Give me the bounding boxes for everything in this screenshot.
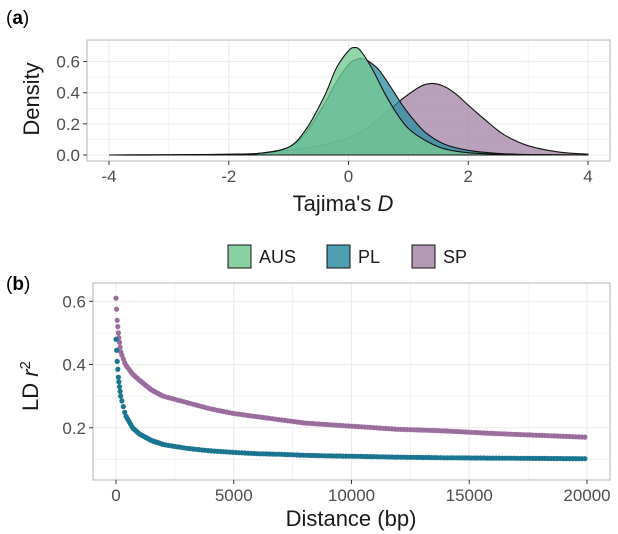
ld-point-pl	[115, 366, 121, 372]
ld-x-ticks: 0 5000 10000 15000 20000	[111, 480, 611, 505]
ld-y-tick-label: 0.2	[62, 419, 86, 438]
ld-y-axis-title: LD r2	[17, 361, 43, 411]
ld-x-tick-label: 0	[111, 486, 120, 505]
legend: AUS PL SP	[227, 244, 467, 269]
ld-point-sp	[114, 317, 120, 323]
ld-x-tick-label: 5000	[215, 486, 253, 505]
ld-point-pl	[119, 398, 125, 404]
density-x-tick-label: 2	[464, 167, 473, 186]
density-y-tick-label: 0.4	[56, 84, 80, 103]
ld-decay-panel: 0 5000 10000 15000 20000 0.2 0.4 0.6	[62, 282, 611, 505]
density-plot-panel: -4 -2 0 2 4 0.0 0.2 0.4 0.6	[56, 39, 611, 186]
ld-point-pl	[116, 384, 123, 390]
density-y-tick-label: 0.2	[56, 115, 80, 134]
ld-points	[113, 295, 588, 462]
density-x-axis-title: Tajima's D	[293, 191, 394, 216]
ld-point-sp	[114, 306, 120, 312]
density-areas	[108, 47, 589, 156]
ld-point-sp	[582, 434, 588, 440]
density-y-ticks: 0.0 0.2 0.4 0.6	[56, 53, 87, 165]
density-x-tick-label: -4	[101, 167, 116, 186]
ld-point-pl	[117, 388, 123, 394]
density-x-tick-label: 0	[344, 167, 353, 186]
ld-point-sp	[115, 330, 121, 336]
ld-point-sp	[115, 324, 121, 330]
ld-x-tick-label: 10000	[328, 486, 375, 505]
ld-point-sp	[116, 339, 123, 345]
density-x-tick-label: 4	[583, 167, 592, 186]
ld-point-sp	[117, 344, 123, 350]
ld-point-pl	[114, 347, 120, 353]
ld-point-pl	[582, 456, 588, 462]
legend-key-pl	[326, 244, 351, 269]
ld-point-pl	[118, 393, 124, 399]
density-x-tick-label: -2	[221, 167, 236, 186]
ld-point-pl	[115, 374, 121, 380]
ld-x-tick-label: 20000	[563, 486, 610, 505]
ld-y-tick-label: 0.4	[62, 356, 86, 375]
panel-a-label: (a)	[6, 8, 29, 29]
legend-label-aus: AUS	[259, 247, 296, 267]
ld-point-pl	[113, 336, 119, 342]
legend-label-sp: SP	[443, 247, 467, 267]
ld-point-sp	[113, 295, 119, 301]
density-y-tick-label: 0.0	[56, 146, 80, 165]
density-x-ticks: -4 -2 0 2 4	[101, 161, 593, 186]
legend-label-pl: PL	[358, 247, 380, 267]
density-area-aus	[108, 47, 589, 156]
ld-point-pl	[116, 379, 122, 385]
ld-x-tick-label: 15000	[446, 486, 493, 505]
ld-point-pl	[114, 358, 120, 364]
ld-point-pl	[120, 404, 126, 410]
density-y-axis-title: Density	[19, 62, 44, 135]
ld-y-ticks: 0.2 0.4 0.6	[62, 292, 93, 438]
ld-x-axis-title: Distance (bp)	[286, 506, 417, 531]
density-y-tick-label: 0.6	[56, 53, 80, 72]
legend-key-aus	[227, 244, 252, 269]
ld-point-pl	[122, 409, 128, 415]
legend-key-sp	[411, 244, 436, 269]
ld-y-tick-label: 0.6	[62, 292, 86, 311]
panel-b-label: (b)	[6, 274, 30, 295]
